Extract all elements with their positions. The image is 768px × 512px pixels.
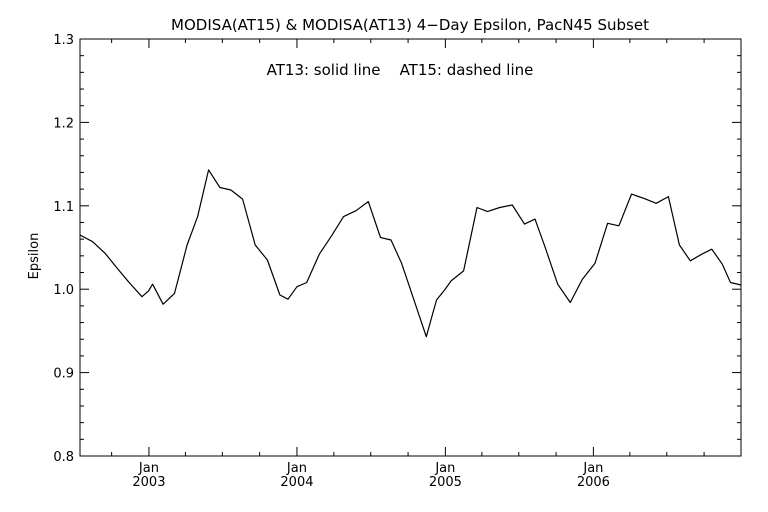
x-tick-month: Jan <box>138 461 159 476</box>
x-tick-year: 2006 <box>577 475 610 490</box>
y-axis: 0.8 0.9 1.0 1.1 1.2 1.3 <box>53 33 741 465</box>
y-tick-label: 1.1 <box>53 200 74 215</box>
x-tick-month: Jan <box>286 461 307 476</box>
y-axis-label: Epsilon <box>27 233 42 280</box>
y-tick-label: 0.8 <box>53 450 74 465</box>
plot-frame <box>79 38 742 457</box>
x-tick-month: Jan <box>434 461 455 476</box>
x-tick-year: 2005 <box>429 475 462 490</box>
y-tick-label: 1.0 <box>53 283 74 298</box>
y-tick-label: 1.3 <box>53 33 74 48</box>
legend-annotation: AT13: solid line AT15: dashed line <box>267 61 534 79</box>
series-layer <box>79 169 742 338</box>
x-tick-month: Jan <box>582 461 603 476</box>
x-tick-year: 2004 <box>280 475 313 490</box>
y-tick-label: 0.9 <box>53 367 74 382</box>
y-tick-label: 1.2 <box>53 116 74 131</box>
chart-title: MODISA(AT15) & MODISA(AT13) 4−Day Epsilo… <box>171 16 649 34</box>
x-tick-year: 2003 <box>132 475 165 490</box>
series-line-solid <box>79 169 742 338</box>
